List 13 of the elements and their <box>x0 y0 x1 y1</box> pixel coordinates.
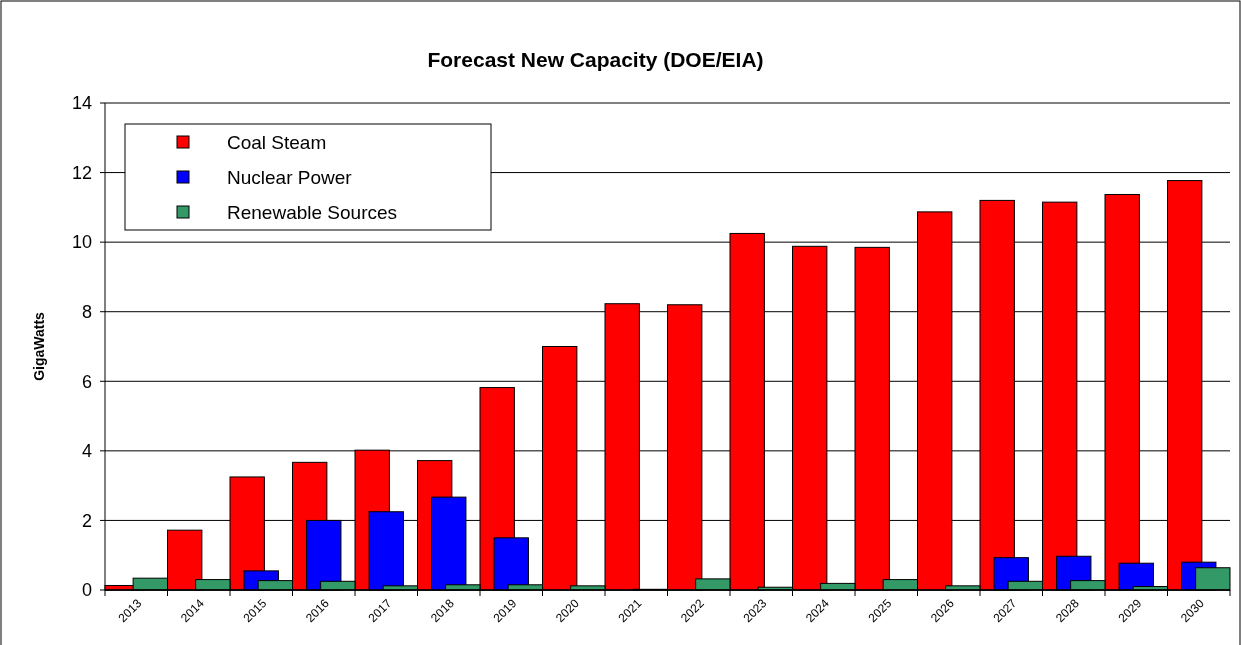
legend-label: Coal Steam <box>227 131 327 153</box>
y-tick-label: 6 <box>81 371 92 392</box>
y-tick-label: 14 <box>71 93 92 114</box>
chart-title: Forecast New Capacity (DOE/EIA) <box>427 48 764 71</box>
y-axis-title: GigaWatts <box>31 311 47 381</box>
legend-label: Nuclear Power <box>227 166 353 188</box>
y-tick-label: 0 <box>81 580 92 601</box>
y-tick-label: 10 <box>71 232 92 253</box>
legend-label: Renewable Sources <box>227 201 398 223</box>
y-tick-label: 4 <box>81 441 92 462</box>
y-tick-label: 8 <box>81 302 92 323</box>
y-tick-label: 12 <box>71 162 92 183</box>
y-tick-label: 2 <box>81 510 92 531</box>
